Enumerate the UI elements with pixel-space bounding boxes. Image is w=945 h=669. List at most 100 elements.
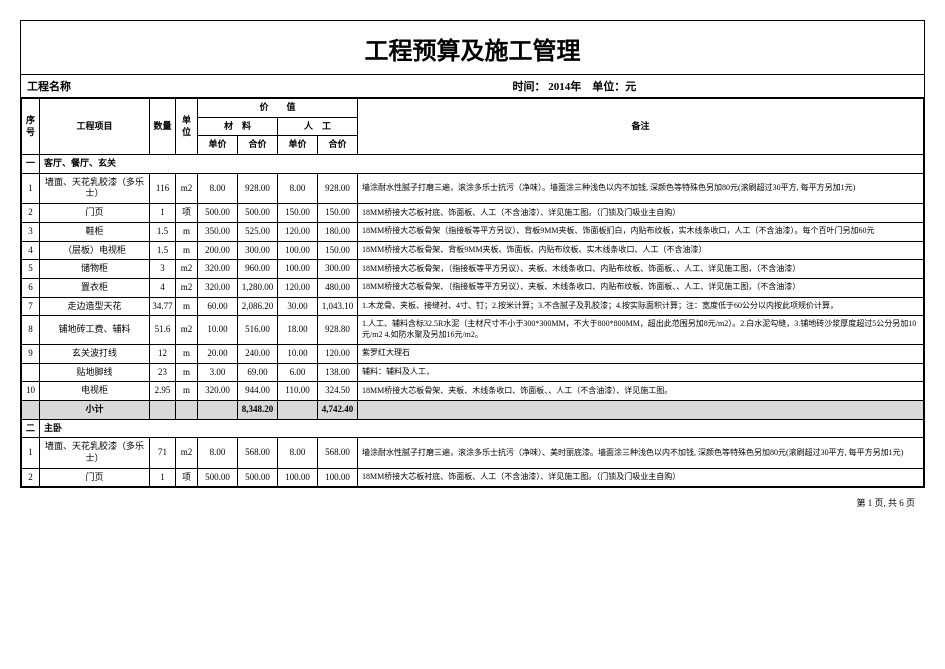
cell-l-tp: 928.80 — [318, 316, 358, 345]
cell-l-tp: 150.00 — [318, 241, 358, 260]
cell-unit: m2 — [176, 260, 198, 279]
document-container: 工程预算及施工管理 工程名称 时间： 2014年 单位：元 序号 工程项目 数量… — [20, 20, 925, 488]
cell-unit: m2 — [176, 438, 198, 468]
cell-l-tp: 100.00 — [318, 468, 358, 487]
cell-m-tp: 960.00 — [238, 260, 278, 279]
cell-remark: 18MM桥接大芯板衬底、饰面板、人工（不含油漆）、详见施工图。（门锁及门吸业主自… — [358, 468, 924, 487]
cell-qty: 23 — [150, 363, 176, 382]
cell-m-tp: 516.00 — [238, 316, 278, 345]
cell-l-up: 18.00 — [278, 316, 318, 345]
cell-l-up: 120.00 — [278, 222, 318, 241]
header-item: 工程项目 — [40, 99, 150, 155]
cell-item: 电视柜 — [40, 382, 150, 401]
meta-right: 时间： 2014年 单位：元 — [433, 78, 919, 94]
cell-m-up: 3.00 — [198, 363, 238, 382]
cell-l-tp: 568.00 — [318, 438, 358, 468]
header-l-unitprice: 单价 — [278, 136, 318, 155]
cell-l-up: 30.00 — [278, 297, 318, 316]
cell-m-tp: 2,086.20 — [238, 297, 278, 316]
cell-item: 贴地脚线 — [40, 363, 150, 382]
cell-l-up: 8.00 — [278, 438, 318, 468]
cell-l-up: 10.00 — [278, 344, 318, 363]
budget-table: 序号 工程项目 数量 单位 价 值 备注 材 料 人 工 单价 合价 单价 合价… — [21, 98, 924, 487]
unit-label: 单位：元 — [592, 81, 636, 93]
cell-remark: 18MM桥接大芯板骨架，（指接板等平方另议）、夹板、木线条收口、内贴布纹板、饰面… — [358, 260, 924, 279]
cell-seq: 5 — [22, 260, 40, 279]
table-row: 2门页1项500.00500.00100.00100.0018MM桥接大芯板衬底… — [22, 468, 924, 487]
cell-remark: 辅料：辅料及人工， — [358, 363, 924, 382]
cell-item: 墙面、天花乳胶漆（多乐士） — [40, 438, 150, 468]
cell-qty: 51.6 — [150, 316, 176, 345]
cell-m-tp: 525.00 — [238, 222, 278, 241]
meta-row: 工程名称 时间： 2014年 单位：元 — [21, 75, 924, 98]
subtotal-row: 小计8,348.204,742.40 — [22, 400, 924, 419]
section-name: 客厅、餐厅、玄关 — [40, 155, 924, 174]
cell-item: 门页 — [40, 468, 150, 487]
table-row: 4（层板）电视柜1.5m200.00300.00100.00150.0018MM… — [22, 241, 924, 260]
subtotal-empty — [22, 400, 40, 419]
cell-m-tp: 1,280.00 — [238, 278, 278, 297]
cell-item: 走边造型天花 — [40, 297, 150, 316]
cell-l-tp: 928.00 — [318, 173, 358, 203]
page-footer: 第 1 页, 共 6 页 — [20, 488, 925, 509]
cell-remark: 紫罗红大理石 — [358, 344, 924, 363]
section-name: 主卧 — [40, 419, 924, 438]
cell-m-tp: 69.00 — [238, 363, 278, 382]
table-row: 6置衣柜4m2320.001,280.00120.00480.0018MM桥接大… — [22, 278, 924, 297]
subtotal-m-tp: 8,348.20 — [238, 400, 278, 419]
cell-qty: 12 — [150, 344, 176, 363]
cell-m-tp: 568.00 — [238, 438, 278, 468]
cell-m-up: 320.00 — [198, 382, 238, 401]
cell-m-up: 320.00 — [198, 278, 238, 297]
cell-unit: m — [176, 363, 198, 382]
cell-item: 置衣柜 — [40, 278, 150, 297]
table-row: 5储物柜3m2320.00960.00100.00300.0018MM桥接大芯板… — [22, 260, 924, 279]
cell-l-tp: 300.00 — [318, 260, 358, 279]
cell-remark: 18MM桥接大芯板骨架、背板9MM夹板、饰面板、内贴布纹板、实木线条收口、人工（… — [358, 241, 924, 260]
cell-m-tp: 500.00 — [238, 204, 278, 223]
cell-seq — [22, 363, 40, 382]
cell-m-up: 200.00 — [198, 241, 238, 260]
header-m-total: 合价 — [238, 136, 278, 155]
cell-unit: m — [176, 241, 198, 260]
time-value: 2014年 — [548, 81, 581, 93]
cell-m-up: 500.00 — [198, 468, 238, 487]
cell-qty: 2.95 — [150, 382, 176, 401]
cell-seq: 4 — [22, 241, 40, 260]
cell-l-up: 8.00 — [278, 173, 318, 203]
table-body: 一客厅、餐厅、玄关1墙面、天花乳胶漆（多乐士）116m28.00928.008.… — [22, 155, 924, 487]
header-qty: 数量 — [150, 99, 176, 155]
cell-seq: 8 — [22, 316, 40, 345]
cell-remark: 1.木龙骨、夹板、接缝衬、4寸、钉；2.按米计算；3.不含腻子及乳胶漆；4.按实… — [358, 297, 924, 316]
cell-l-tp: 480.00 — [318, 278, 358, 297]
time-label: 时间： — [513, 81, 546, 93]
cell-unit: m — [176, 222, 198, 241]
cell-item: 门页 — [40, 204, 150, 223]
project-name-label: 工程名称 — [27, 78, 433, 94]
cell-seq: 3 — [22, 222, 40, 241]
cell-unit: m2 — [176, 278, 198, 297]
cell-remark: 18MM桥接大芯板骨架（指接板等平方另议）、背板9MM夹板、饰面板扪白，内贴布纹… — [358, 222, 924, 241]
cell-seq: 7 — [22, 297, 40, 316]
cell-m-up: 350.00 — [198, 222, 238, 241]
cell-unit: 项 — [176, 204, 198, 223]
cell-l-tp: 120.00 — [318, 344, 358, 363]
table-row: 8铺地砖工费、辅料51.6m210.00516.0018.00928.801.人… — [22, 316, 924, 345]
cell-l-up: 100.00 — [278, 241, 318, 260]
table-row: 9玄关波打线12m20.00240.0010.00120.00紫罗红大理石 — [22, 344, 924, 363]
header-material: 材 料 — [198, 117, 278, 136]
header-l-total: 合价 — [318, 136, 358, 155]
cell-m-up: 60.00 — [198, 297, 238, 316]
cell-m-up: 20.00 — [198, 344, 238, 363]
cell-qty: 71 — [150, 438, 176, 468]
cell-unit: m2 — [176, 173, 198, 203]
cell-remark: 1.人工、辅料含标32.5R水泥（主材尺寸不小于300*300MM，不大于800… — [358, 316, 924, 345]
cell-l-tp: 180.00 — [318, 222, 358, 241]
header-cost-group: 价 值 — [198, 99, 358, 118]
subtotal-l-tp: 4,742.40 — [318, 400, 358, 419]
cell-qty: 4 — [150, 278, 176, 297]
cell-qty: 3 — [150, 260, 176, 279]
cell-qty: 1.5 — [150, 241, 176, 260]
section-seq: 一 — [22, 155, 40, 174]
cell-seq: 1 — [22, 173, 40, 203]
